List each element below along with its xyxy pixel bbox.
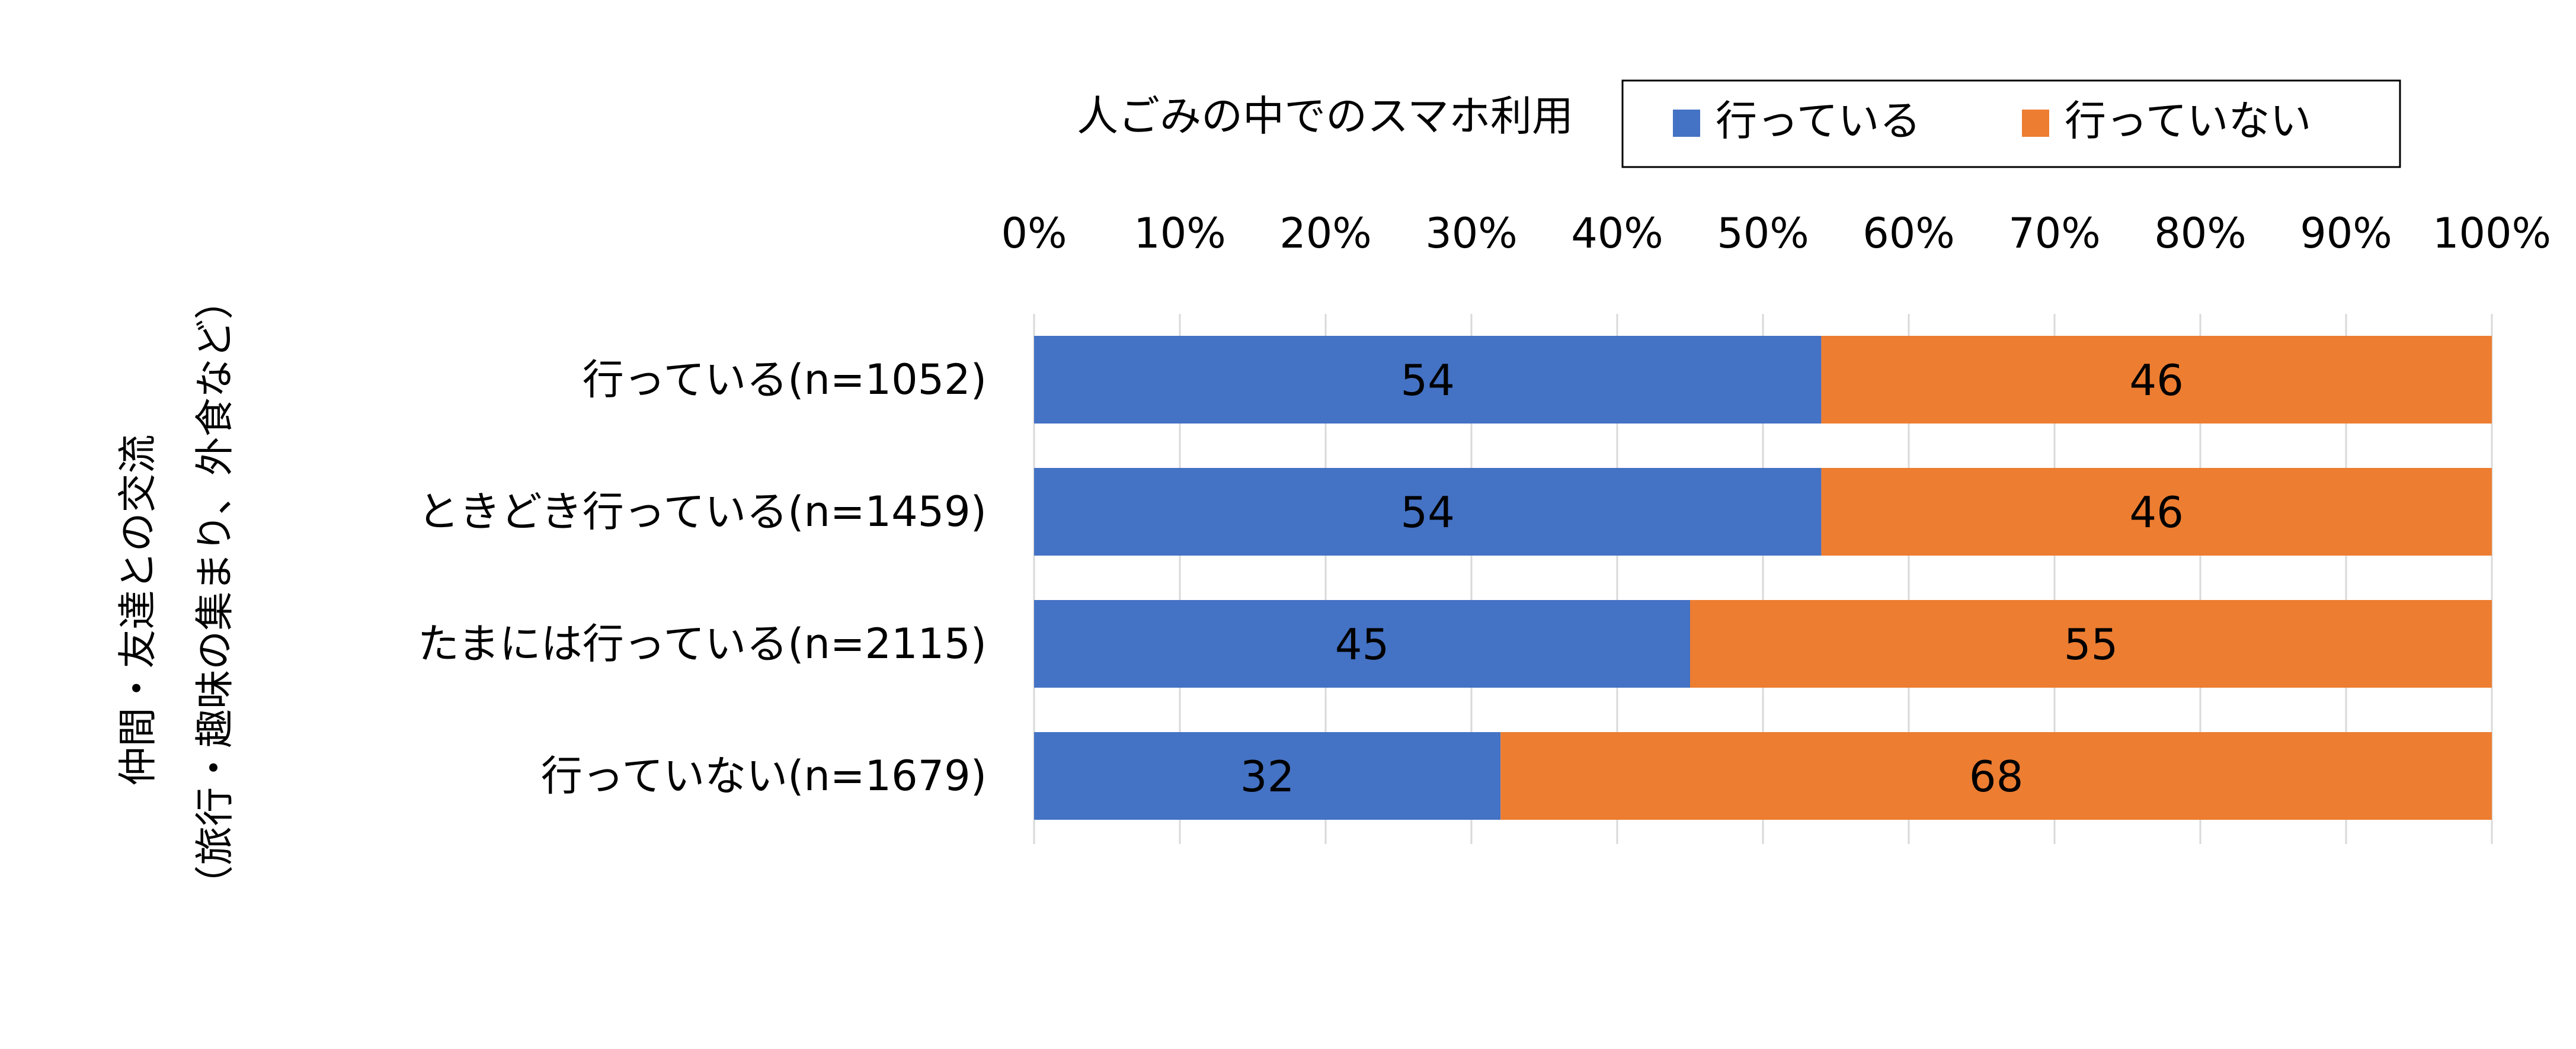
data-label: 45 — [1335, 620, 1390, 669]
x-tick-label: 10% — [1134, 209, 1226, 258]
legend-swatch-not-doing — [2022, 110, 2049, 137]
bar-segment-doing — [1034, 336, 1822, 424]
x-tick-label: 60% — [1863, 209, 1955, 258]
bar-segment-not-doing — [1690, 600, 2492, 688]
bar-segment-not-doing — [1821, 336, 2492, 424]
legend-box — [1621, 79, 2401, 168]
data-label: 54 — [1400, 355, 1455, 405]
bar-segment-doing — [1034, 468, 1822, 556]
legend-label-doing: 行っている — [1716, 97, 1921, 145]
legend-label-not-doing: 行っていない — [2065, 97, 2312, 145]
data-label: 54 — [1400, 487, 1455, 537]
bar-segment-doing — [1034, 732, 1501, 820]
data-label: 55 — [2064, 620, 2119, 669]
bar-segment-not-doing — [1500, 732, 2492, 820]
data-label: 32 — [1240, 752, 1295, 801]
data-label: 46 — [2129, 355, 2184, 405]
data-label: 46 — [2129, 487, 2184, 537]
x-tick-label: 40% — [1571, 209, 1663, 258]
x-tick-label: 80% — [2154, 209, 2247, 258]
category-label: 行っていない(n=1679) — [541, 752, 987, 800]
legend-title: 人ごみの中でのスマホ利用 — [1077, 92, 1573, 140]
y-axis-subtitle: （旅行・趣味の集まり、外食など） — [192, 280, 238, 904]
y-axis-title: 仲間・友達との交流 — [115, 434, 161, 785]
x-tick-label: 0% — [1001, 209, 1067, 258]
x-tick-label: 90% — [2300, 209, 2392, 258]
category-labels: 行っている(n=1052) ときどき行っている(n=1459) たまには行っている(… — [418, 355, 987, 800]
x-tick-label: 20% — [1279, 209, 1372, 258]
category-label: ときどき行っている(n=1459) — [418, 487, 987, 536]
y-axis-title-line-1: 仲間・友達との交流 — [115, 434, 161, 785]
bar-segment-not-doing — [1821, 468, 2492, 556]
x-tick-label: 30% — [1425, 209, 1518, 258]
x-tick-label: 100% — [2433, 209, 2551, 258]
x-tick-label: 50% — [1717, 209, 1809, 258]
data-label: 68 — [1969, 752, 2024, 801]
category-label: 行っている(n=1052) — [583, 355, 987, 404]
bars: 54 46 54 46 45 55 32 68 — [1034, 336, 2492, 820]
bar-segment-doing — [1034, 600, 1690, 688]
legend: 行っている 行っていない — [1621, 79, 2401, 168]
legend-swatch-doing — [1673, 110, 1700, 137]
category-label: たまには行っている(n=2115) — [418, 620, 987, 668]
y-axis-title-line-2: （旅行・趣味の集まり、外食など） — [192, 280, 238, 904]
x-tick-labels: 0% 10% 20% 30% 40% 50% 60% 70% 80% 90% 100% — [1001, 209, 2551, 258]
x-tick-label: 70% — [2008, 209, 2101, 258]
